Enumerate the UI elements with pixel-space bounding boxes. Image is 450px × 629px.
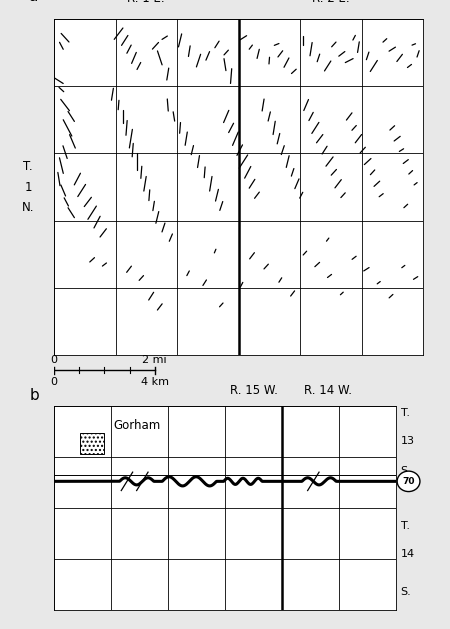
Text: a: a bbox=[28, 0, 37, 4]
Text: R. 15 W.: R. 15 W. bbox=[230, 384, 278, 396]
Text: 13: 13 bbox=[400, 437, 414, 447]
Text: T.: T. bbox=[400, 408, 410, 418]
Bar bbox=[80, 433, 104, 454]
Text: T.: T. bbox=[23, 160, 33, 174]
Text: N.: N. bbox=[22, 201, 34, 214]
Text: b: b bbox=[30, 388, 40, 403]
Text: T.: T. bbox=[400, 521, 410, 531]
Text: 4 km: 4 km bbox=[141, 377, 169, 387]
Text: R. 2 E.: R. 2 E. bbox=[312, 0, 350, 6]
Text: 70: 70 bbox=[402, 477, 415, 486]
Text: S.: S. bbox=[400, 466, 411, 476]
Text: 2 mi: 2 mi bbox=[143, 355, 167, 365]
Circle shape bbox=[397, 471, 420, 492]
Text: R. 1 E.: R. 1 E. bbox=[127, 0, 165, 6]
Text: R. 14 W.: R. 14 W. bbox=[304, 384, 351, 396]
Text: 0: 0 bbox=[50, 355, 58, 365]
Text: 1: 1 bbox=[24, 181, 32, 194]
Text: S.: S. bbox=[400, 587, 411, 598]
Text: Gorham: Gorham bbox=[114, 419, 161, 431]
Text: 0: 0 bbox=[50, 377, 58, 387]
Text: 14: 14 bbox=[400, 549, 415, 559]
